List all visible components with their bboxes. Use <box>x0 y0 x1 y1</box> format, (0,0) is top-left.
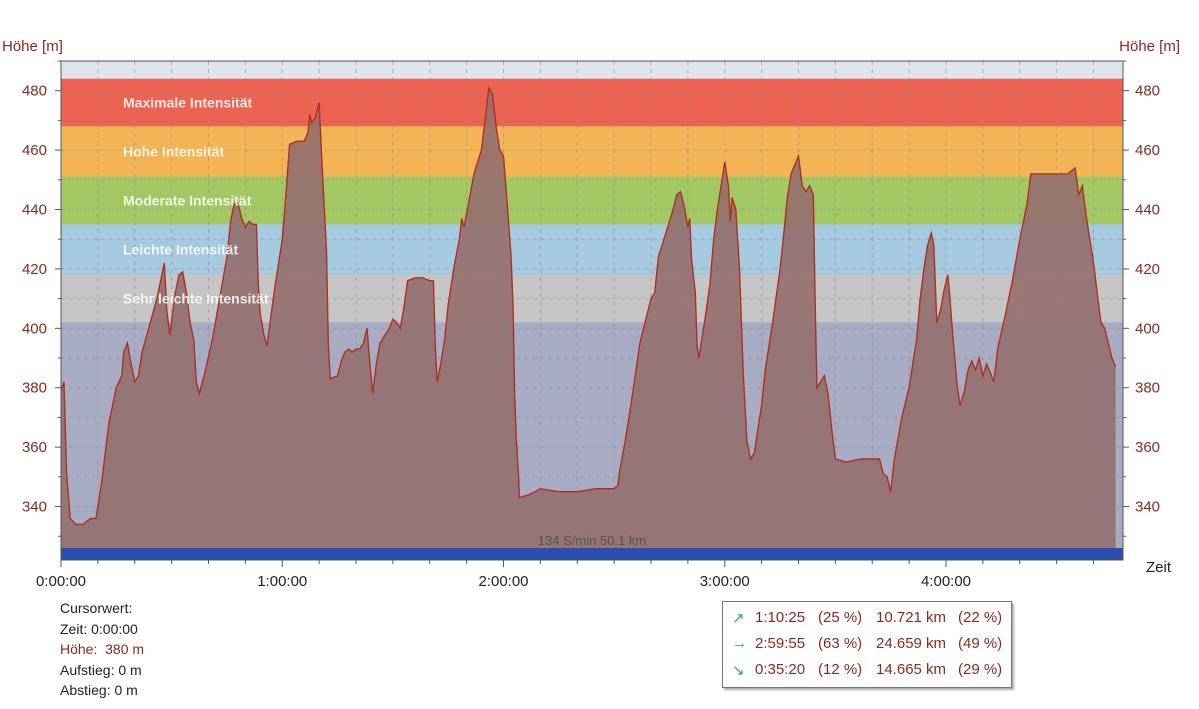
x-axis-label: Zeit <box>1146 559 1172 576</box>
bottom-bar <box>61 548 1123 560</box>
y-tick-label-left: 400 <box>22 320 47 337</box>
y-tick-label-right: 480 <box>1135 83 1160 100</box>
gradient-stats-box: ↗ 1:10:25 (25 %) 10.721 km (22 %) → 2:59… <box>722 601 1012 688</box>
x-tick-label: 3:00:00 <box>700 573 750 590</box>
cursor-elevation: Höhe: 380 m <box>60 641 145 657</box>
cursor-panel: Cursorwert: Zeit: 0:00:00 Höhe: 380 m Au… <box>60 598 144 701</box>
zone-label-4: Sehr leichte Intensität <box>123 291 269 307</box>
x-tick-label: 1:00:00 <box>257 573 307 590</box>
summary-annotation: 134 S/min 50.1 km <box>538 533 646 548</box>
zone-labels: Maximale Intensität Hohe Intensität Modera… <box>123 95 269 307</box>
zone-label-2: Moderate Intensität <box>123 193 252 209</box>
y-tick-label-left: 440 <box>22 202 47 219</box>
y-tick-label-left: 460 <box>22 142 47 159</box>
y-tick-label-left: 380 <box>22 380 47 397</box>
y-tick-label-right: 360 <box>1135 439 1160 456</box>
elevation-line <box>60 85 1117 526</box>
y-tick-label-left: 360 <box>22 439 47 456</box>
y-tick-label-right: 380 <box>1135 380 1160 397</box>
y-tick-label-left: 340 <box>22 499 47 516</box>
cursor-title: Cursorwert: <box>60 600 133 616</box>
stats-row-ascent: ↗ 1:10:25 (25 %) 10.721 km (22 %) <box>732 609 1003 627</box>
stats-row-descent: ↘ 0:35:20 (12 %) 14.665 km (29 %) <box>732 661 1003 679</box>
plot-top-band <box>61 61 1123 79</box>
x-tick-label: 0:00:00 <box>36 573 86 590</box>
x-tick-label: 2:00:00 <box>478 573 528 590</box>
right-axis-label: Höhe [m] <box>1119 38 1180 55</box>
zone-label-0: Maximale Intensität <box>123 95 252 111</box>
y-tick-label-right: 460 <box>1135 142 1160 159</box>
arrow-up-right-icon: ↗ <box>732 610 745 627</box>
cursor-ascent: Aufstieg: 0 m <box>60 661 142 678</box>
elevation-chart: Maximale Intensität Hohe Intensität Modera… <box>2 38 1180 590</box>
axes: 340 340 360 360 380 380 400 400 420 420 440 440 460 4… <box>22 60 1160 590</box>
stats-row-flat: → 2:59:55 (63 %) 24.659 km (49 %) <box>732 635 1003 652</box>
y-tick-label-left: 480 <box>22 83 47 100</box>
y-tick-label-right: 440 <box>1135 202 1160 219</box>
arrow-down-right-icon: ↘ <box>732 662 745 679</box>
arrow-right-icon: → <box>732 635 747 652</box>
elevation-fill <box>61 87 1116 560</box>
x-tick-label: 4:00:00 <box>921 573 971 590</box>
y-tick-label-right: 340 <box>1135 499 1160 516</box>
y-tick-label-right: 420 <box>1135 261 1160 278</box>
elevation-area <box>60 85 1117 560</box>
plot-frame <box>60 60 1124 561</box>
y-tick-label-left: 420 <box>22 261 47 278</box>
cursor-descent: Abstieg: 0 m <box>60 682 138 698</box>
y-tick-label-right: 400 <box>1135 320 1160 337</box>
zone-label-1: Hohe Intensität <box>123 144 224 160</box>
cursor-time: Zeit: 0:00:00 <box>60 620 138 637</box>
zone-label-3: Leichte Intensität <box>123 242 238 258</box>
left-axis-label: Höhe [m] <box>2 38 63 55</box>
